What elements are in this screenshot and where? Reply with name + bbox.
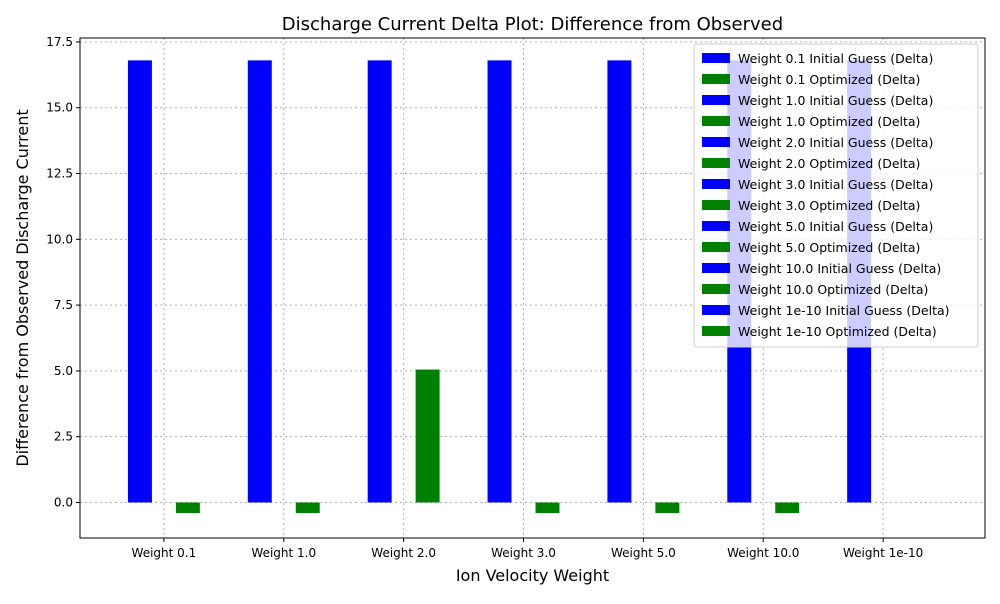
legend-swatch: [702, 74, 730, 84]
legend-swatch: [702, 137, 730, 147]
x-tick-label: Weight 3.0: [491, 546, 556, 560]
legend-label: Weight 1e-10 Optimized (Delta): [738, 324, 937, 339]
legend-swatch: [702, 116, 730, 126]
legend-label: Weight 3.0 Optimized (Delta): [738, 198, 920, 213]
y-tick-label: 17.5: [46, 35, 73, 49]
legend-label: Weight 10.0 Initial Guess (Delta): [738, 261, 941, 276]
bars: [127, 60, 872, 513]
x-tick-label: Weight 0.1: [132, 546, 197, 560]
optimized-bar: [775, 502, 800, 513]
y-tick-label: 0.0: [54, 495, 73, 509]
optimized-bar: [295, 502, 320, 513]
legend-swatch: [702, 95, 730, 105]
legend-swatch: [702, 221, 730, 231]
optimized-bar: [175, 502, 200, 513]
legend-label: Weight 0.1 Optimized (Delta): [738, 72, 920, 87]
legend-label: Weight 2.0 Initial Guess (Delta): [738, 135, 933, 150]
legend-label: Weight 5.0 Initial Guess (Delta): [738, 219, 933, 234]
initial-bar: [247, 60, 272, 503]
x-tick-label: Weight 1e-10: [843, 546, 923, 560]
legend-swatch: [702, 53, 730, 63]
legend-swatch: [702, 284, 730, 294]
y-tick-label: 15.0: [46, 101, 73, 115]
legend-label: Weight 1e-10 Initial Guess (Delta): [738, 303, 950, 318]
legend-swatch: [702, 326, 730, 336]
plot-frame: [79, 37, 986, 539]
y-axis-label: Difference from Observed Discharge Curre…: [13, 109, 32, 466]
x-tick-label: Weight 1.0: [251, 546, 316, 560]
legend-swatch: [702, 263, 730, 273]
legend-box: [693, 43, 979, 348]
legend-swatch: [702, 158, 730, 168]
legend-label: Weight 0.1 Initial Guess (Delta): [738, 51, 933, 66]
x-tick-label: Weight 5.0: [611, 546, 676, 560]
optimized-bar: [655, 502, 680, 513]
legend-label: Weight 10.0 Optimized (Delta): [738, 282, 928, 297]
y-tick-label: 10.0: [46, 232, 73, 246]
y-tick-label: 5.0: [54, 364, 73, 378]
legend-label: Weight 3.0 Initial Guess (Delta): [738, 177, 933, 192]
legend-label: Weight 1.0 Optimized (Delta): [738, 114, 920, 129]
legend: Weight 0.1 Initial Guess (Delta) Weight 0…: [693, 43, 979, 348]
initial-bar: [487, 60, 512, 503]
initial-bar: [607, 60, 632, 503]
legend-swatch: [702, 305, 730, 315]
chart-title: Discharge Current Delta Plot: Difference…: [282, 14, 783, 35]
axis-ticks: 0.0 2.5 5.0 7.5 10.0 12.5 15.0 17.5 Weight 0.1 We…: [46, 35, 923, 560]
y-tick-label: 7.5: [54, 298, 73, 312]
legend-label: Weight 1.0 Initial Guess (Delta): [738, 93, 933, 108]
y-tick-label: 12.5: [46, 167, 73, 181]
legend-label: Weight 2.0 Optimized (Delta): [738, 156, 920, 171]
legend-swatch: [702, 242, 730, 252]
optimized-bar: [415, 369, 440, 503]
x-tick-label: Weight 2.0: [371, 546, 436, 560]
legend-swatch: [702, 179, 730, 189]
legend-label: Weight 5.0 Optimized (Delta): [738, 240, 920, 255]
x-tick-label: Weight 10.0: [727, 546, 799, 560]
optimized-bar: [535, 502, 560, 513]
initial-bar: [367, 60, 392, 503]
initial-bar: [127, 60, 152, 503]
x-axis-label: Ion Velocity Weight: [456, 566, 609, 585]
y-tick-label: 2.5: [54, 430, 73, 444]
legend-swatch: [702, 200, 730, 210]
